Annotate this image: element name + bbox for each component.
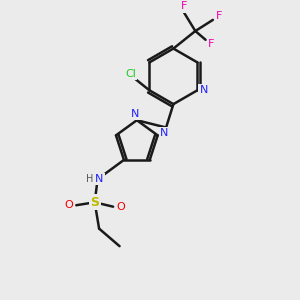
Text: N: N <box>95 174 103 184</box>
Text: H: H <box>86 174 93 184</box>
Text: Cl: Cl <box>125 69 136 79</box>
Text: N: N <box>131 109 140 119</box>
Text: F: F <box>216 11 223 21</box>
Text: N: N <box>200 85 208 95</box>
Text: F: F <box>208 39 214 49</box>
Text: O: O <box>64 200 73 210</box>
Text: S: S <box>90 196 99 209</box>
Text: O: O <box>117 202 125 212</box>
Text: F: F <box>181 2 188 11</box>
Text: N: N <box>160 128 168 138</box>
